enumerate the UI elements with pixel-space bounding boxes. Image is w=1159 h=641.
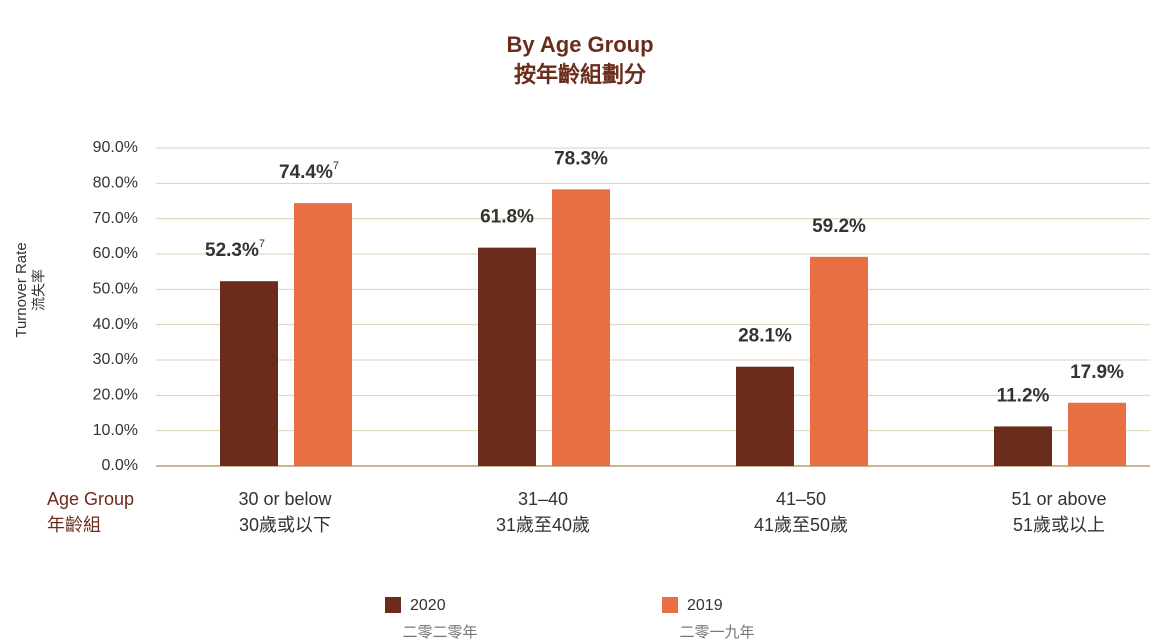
value-label-text: 61.8% — [480, 207, 534, 228]
y-tick-label: 70.0% — [93, 210, 138, 227]
x-tick-label: 51歲或以上 — [1013, 515, 1105, 535]
value-label-text: 52.3% — [205, 240, 259, 261]
bar — [294, 203, 352, 466]
y-tick-label: 10.0% — [93, 422, 138, 439]
value-label-text: 11.2% — [997, 385, 1050, 406]
value-label: 11.2% — [997, 385, 1050, 406]
bar — [736, 366, 794, 466]
value-label: 28.1% — [738, 326, 792, 347]
y-tick-label: 80.0% — [93, 175, 138, 192]
legend-label: 2020 — [410, 597, 446, 614]
bar — [994, 426, 1052, 466]
x-tick-label: 51 or above — [1011, 489, 1106, 509]
value-label: 74.4%7 — [279, 160, 339, 183]
value-label-text: 59.2% — [812, 216, 866, 237]
y-tick-label: 60.0% — [93, 245, 138, 262]
x-tick-label: 31歲至40歲 — [496, 515, 590, 535]
x-axis-label: 年齡組 — [47, 515, 101, 535]
y-tick-label: 30.0% — [93, 351, 138, 368]
value-label-text: 17.9% — [1070, 362, 1124, 383]
value-label: 52.3%7 — [205, 238, 265, 261]
legend-swatch — [385, 597, 401, 613]
bar — [478, 247, 536, 466]
x-tick-label: 30 or below — [238, 489, 332, 509]
value-label-text: 28.1% — [738, 326, 792, 347]
bar — [1068, 402, 1126, 466]
y-axis-label: Turnover Rate — [13, 242, 30, 337]
y-tick-label: 40.0% — [93, 316, 138, 333]
value-label-text: 74.4% — [279, 162, 333, 183]
y-axis-label: 流失率 — [31, 269, 47, 311]
chart-title: 按年齡組劃分 — [514, 62, 646, 87]
value-label: 59.2% — [812, 216, 866, 237]
footnote-mark: 7 — [333, 160, 339, 172]
x-tick-label: 41歲至50歲 — [754, 515, 848, 535]
y-tick-label: 50.0% — [93, 281, 138, 298]
legend-label: 2019 — [687, 597, 723, 614]
chart-title: By Age Group — [506, 32, 653, 57]
bar — [810, 256, 868, 466]
bar — [220, 281, 278, 466]
x-tick-label: 41–50 — [776, 489, 826, 509]
value-label: 78.3% — [554, 148, 608, 169]
legend-swatch — [662, 597, 678, 613]
x-axis-label: Age Group — [47, 489, 134, 509]
x-tick-label: 30歲或以下 — [239, 515, 331, 535]
value-label-text: 78.3% — [554, 148, 608, 169]
legend-label: 二零一九年 — [679, 624, 754, 641]
value-label: 61.8% — [480, 207, 534, 228]
y-tick-label: 20.0% — [93, 387, 138, 404]
value-label: 17.9% — [1070, 362, 1124, 383]
x-tick-label: 31–40 — [518, 489, 568, 509]
y-tick-label: 90.0% — [93, 139, 138, 156]
legend-label: 二零二零年 — [402, 624, 477, 641]
bar — [552, 189, 610, 466]
y-tick-label: 0.0% — [102, 457, 138, 474]
footnote-mark: 7 — [259, 238, 265, 250]
